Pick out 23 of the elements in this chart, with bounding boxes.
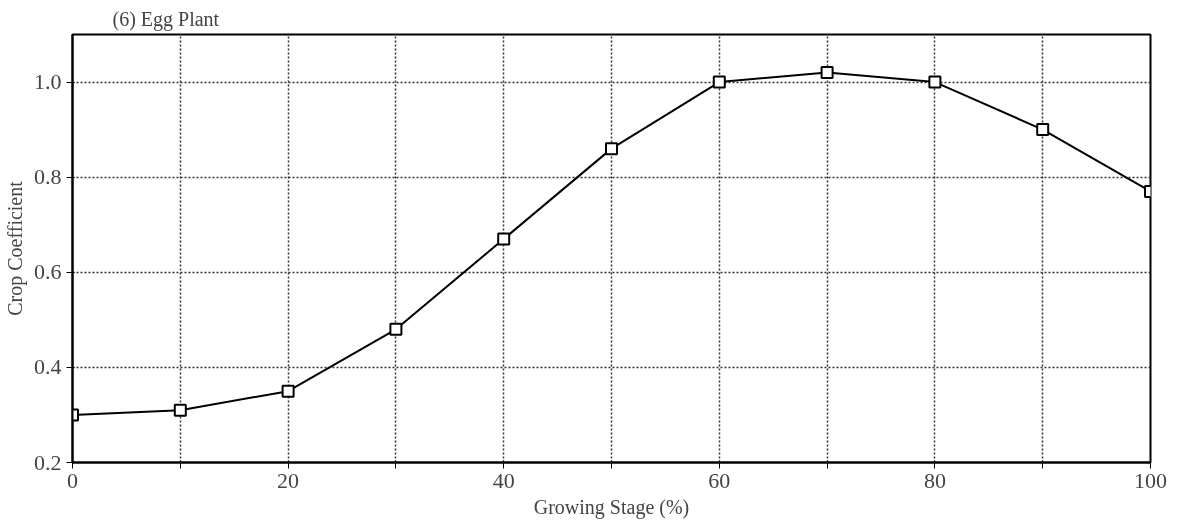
x-tick-label: 40 <box>492 467 515 493</box>
chart-title: (6) Egg Plant <box>112 7 220 31</box>
point <box>173 403 187 417</box>
y-tick-label: 0.6 <box>34 259 62 285</box>
x-axis-title: Growing Stage (%) <box>533 495 690 519</box>
x-tick-label: 80 <box>923 467 946 493</box>
x-tick-label: 60 <box>708 467 731 493</box>
x-tick-label: 20 <box>277 467 300 493</box>
y-tick-label: 0.2 <box>34 449 62 475</box>
y-tick-label: 0.4 <box>34 354 62 380</box>
point <box>281 384 295 398</box>
point <box>1036 123 1050 137</box>
point <box>605 142 618 156</box>
point <box>820 66 834 80</box>
point <box>389 322 403 336</box>
y-tick-label: 0.8 <box>34 164 62 190</box>
y-axis-title: Crop Coefficient <box>4 180 27 316</box>
y-tick-label: 1.0 <box>34 69 62 95</box>
x-tick-label: 100 <box>1134 467 1167 493</box>
x-tick-label: 0 <box>67 467 78 493</box>
point <box>928 75 942 89</box>
point <box>712 75 726 89</box>
point <box>497 232 511 246</box>
